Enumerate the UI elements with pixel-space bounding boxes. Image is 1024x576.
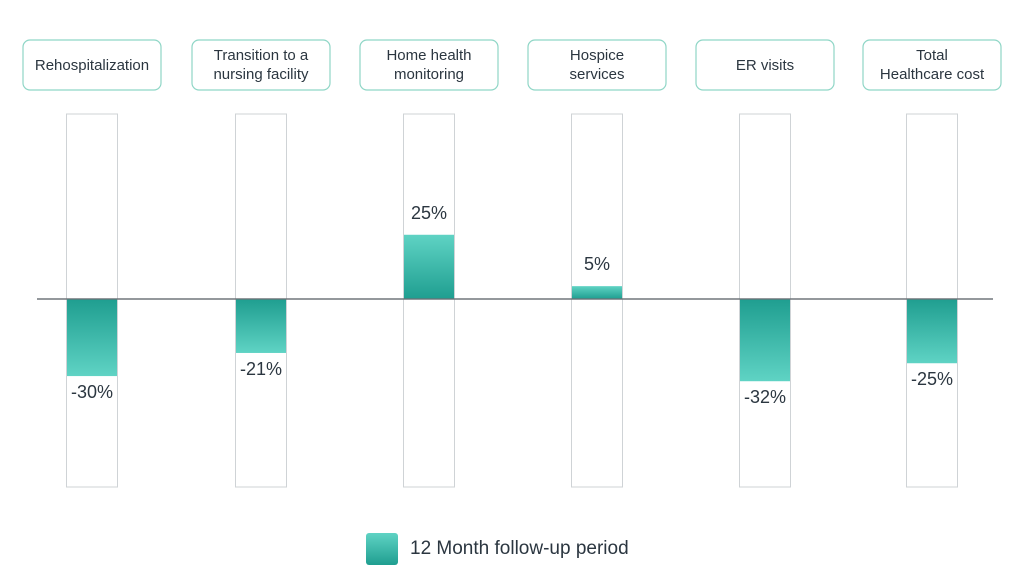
category-label: Rehospitalization	[35, 57, 149, 74]
category-label: ER visits	[736, 57, 794, 74]
bar-track	[571, 113, 623, 488]
category-box	[527, 39, 667, 91]
data-label: 25%	[411, 203, 447, 223]
data-label: 5%	[584, 254, 610, 274]
category-label: Total Healthcare cost	[880, 47, 985, 83]
category-box	[695, 39, 835, 91]
legend-label: 12 Month follow-up period	[410, 538, 629, 559]
category-label: Transition to a nursing facility	[213, 47, 309, 83]
bar	[907, 299, 957, 364]
category-box	[862, 39, 1002, 91]
category-box	[191, 39, 331, 91]
category-box	[22, 39, 162, 91]
data-label: -25%	[911, 369, 953, 389]
data-label: -32%	[744, 387, 786, 407]
bar	[572, 286, 622, 299]
category-box	[359, 39, 499, 91]
bar	[236, 299, 286, 353]
category-label: Hospice services	[569, 47, 624, 83]
legend-swatch	[366, 533, 398, 565]
legend: 12 Month follow-up period	[366, 532, 629, 566]
category-label: Home health monitoring	[386, 47, 471, 83]
data-label: -30%	[71, 382, 113, 402]
data-label: -21%	[240, 359, 282, 379]
bar-track	[403, 113, 455, 488]
bar	[404, 234, 454, 299]
bar	[67, 299, 117, 377]
bar	[740, 299, 790, 382]
